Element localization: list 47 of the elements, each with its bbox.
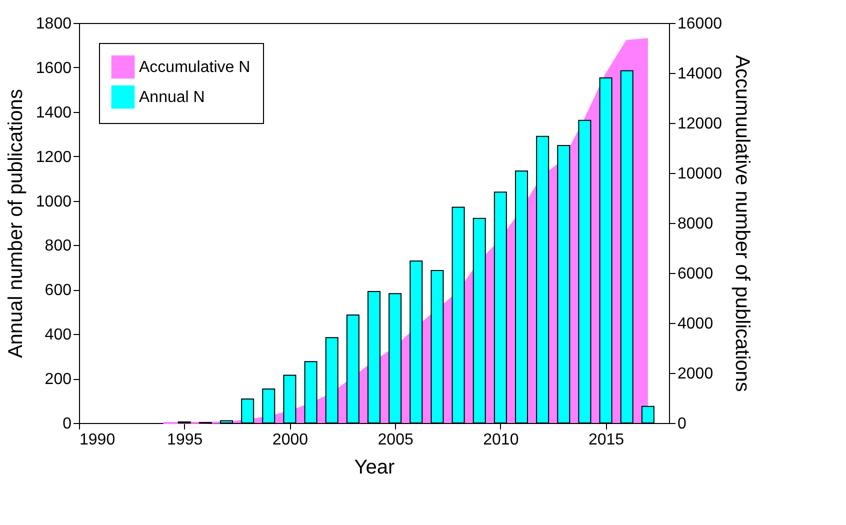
- bar: [472, 218, 486, 424]
- bar: [368, 290, 380, 424]
- x-tick-label: 2005: [378, 432, 414, 448]
- bar: [536, 136, 550, 424]
- y-tick-label: 1800: [36, 16, 72, 32]
- y2-tick-label: 12000: [678, 116, 722, 132]
- x-tick-label: 1995: [167, 432, 203, 448]
- y-tick-label: 400: [44, 326, 72, 344]
- x-tick-label: 2010: [483, 432, 519, 448]
- bar: [262, 388, 276, 424]
- x-tick-label: 2015: [588, 432, 624, 448]
- y2-tick-label: 6000: [678, 266, 714, 282]
- bar: [241, 398, 254, 424]
- bar: [220, 420, 233, 424]
- x-tick-label: 2000: [272, 432, 308, 448]
- bar: [452, 206, 465, 424]
- legend-label: Annual N: [139, 89, 205, 106]
- y-axis-title: Annual number of publications: [4, 88, 27, 358]
- y2-tick-label: 0: [678, 416, 686, 432]
- y2-tick-label: 4000: [678, 316, 714, 332]
- x-axis-title: Year: [354, 456, 396, 478]
- x-tick-label: 1990: [80, 432, 116, 448]
- y2-tick-label: 14000: [678, 66, 722, 82]
- y-tick-label: 1400: [36, 104, 72, 122]
- y-tick-label: 800: [44, 238, 72, 255]
- bar: [620, 70, 634, 424]
- y2-axis-title: Accumuulative number of publications: [730, 55, 753, 392]
- y-tick-label: 1200: [36, 148, 72, 166]
- y-tick-label: 1600: [36, 60, 72, 77]
- y2-tick-label: 16000: [678, 16, 722, 32]
- y2-tick-label: 10000: [678, 166, 722, 182]
- bar: [346, 314, 360, 424]
- legend-label: Accumulative N: [139, 59, 250, 76]
- bar: [578, 120, 592, 424]
- bar: [515, 170, 528, 424]
- bar: [641, 406, 654, 424]
- y2-tick-label: 8000: [678, 216, 714, 232]
- bar: [325, 337, 338, 424]
- y-tick-label: 0: [62, 416, 72, 432]
- y-tick-label: 200: [44, 371, 72, 388]
- bar: [557, 144, 570, 424]
- bar: [410, 260, 423, 424]
- bar: [430, 270, 444, 424]
- y2-tick-label: 2000: [678, 366, 714, 382]
- y-tick-label: 600: [44, 282, 72, 300]
- bar: [304, 361, 318, 424]
- y-tick-label: 1000: [36, 193, 72, 210]
